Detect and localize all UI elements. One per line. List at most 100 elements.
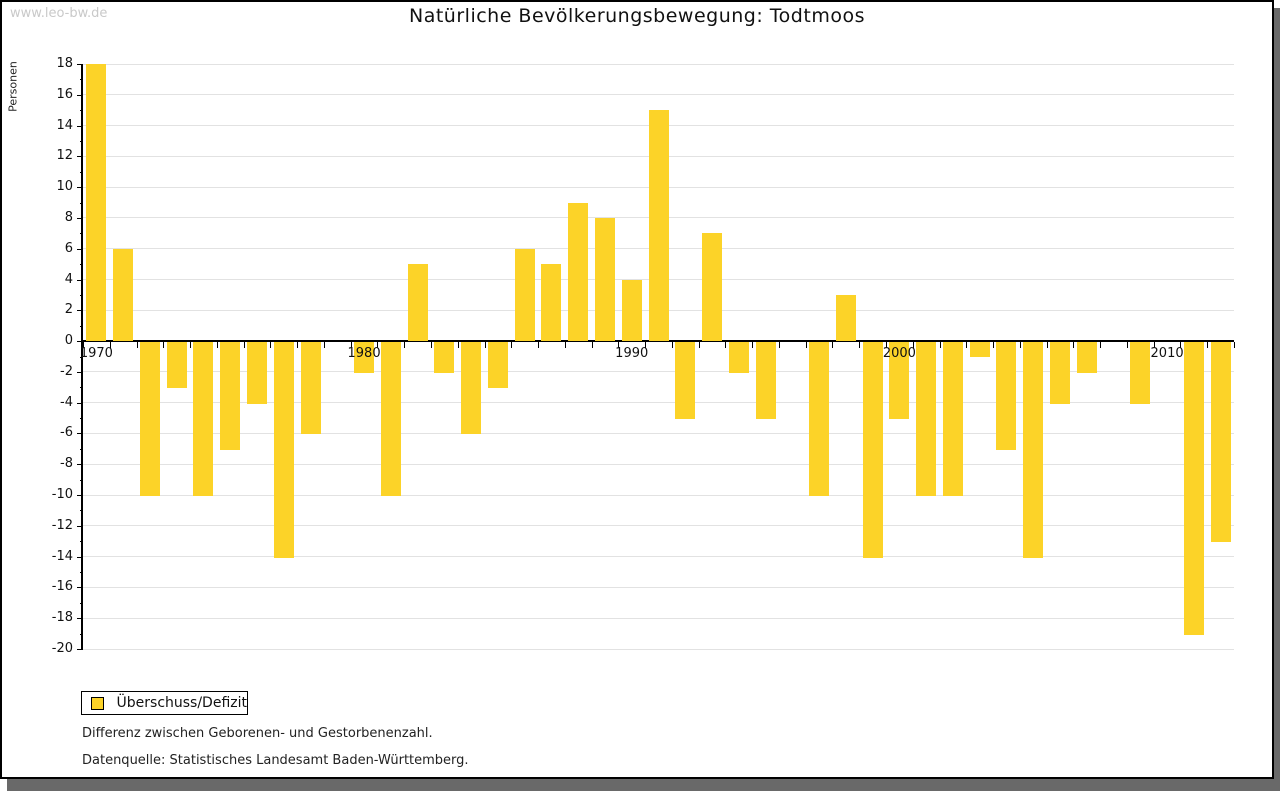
bar-1980[interactable] xyxy=(354,342,375,373)
y-tick-label-6: 6 xyxy=(64,240,73,256)
bar-2003[interactable] xyxy=(969,342,990,358)
bar-2004[interactable] xyxy=(996,342,1017,450)
bar-1982[interactable] xyxy=(407,264,428,342)
bar-2001[interactable] xyxy=(916,342,937,497)
y-major-tick-16 xyxy=(77,94,83,96)
x-tick-35 xyxy=(1019,342,1021,349)
bar-1995[interactable] xyxy=(755,342,776,420)
x-tick-14 xyxy=(457,342,459,349)
y-tick-label--4: -4 xyxy=(60,394,73,410)
y-tick-label--2: -2 xyxy=(60,363,73,379)
x-tick-18 xyxy=(564,342,566,349)
x-tick-11 xyxy=(377,342,379,349)
gridline-y--10 xyxy=(83,494,1234,496)
bar-1977[interactable] xyxy=(273,342,294,558)
x-tick-label-1970: 1970 xyxy=(79,346,113,362)
x-tick-33 xyxy=(966,342,968,349)
gridline-y--4 xyxy=(83,402,1234,404)
bar-2000[interactable] xyxy=(889,342,910,420)
bar-1990[interactable] xyxy=(621,279,642,342)
y-tick-label--10: -10 xyxy=(51,487,73,503)
bar-2012[interactable] xyxy=(1210,342,1231,543)
bar-1999[interactable] xyxy=(862,342,883,558)
x-tick-0 xyxy=(83,342,84,349)
x-tick-5 xyxy=(216,342,218,349)
y-major-tick--8 xyxy=(77,464,83,466)
bar-1985[interactable] xyxy=(487,342,508,389)
bar-1976[interactable] xyxy=(246,342,267,404)
bar-1991[interactable] xyxy=(648,110,669,342)
x-tick-9 xyxy=(323,342,325,349)
bar-1978[interactable] xyxy=(300,342,321,435)
bar-1971[interactable] xyxy=(113,248,134,342)
x-tick-30 xyxy=(886,342,888,349)
bar-2007[interactable] xyxy=(1076,342,1097,373)
legend: Überschuss/Defizit xyxy=(81,691,248,715)
bar-1973[interactable] xyxy=(166,342,187,389)
bar-2011[interactable] xyxy=(1183,342,1204,635)
plot-area: 18 16 14 12 10 8 6 4 2 0 -2 -4 -6 -8 -10 -12 -14 -16 -18 -2… xyxy=(2,2,1272,702)
gridline-y--20 xyxy=(83,648,1234,650)
x-tick-26 xyxy=(778,342,780,349)
bar-1989[interactable] xyxy=(594,217,615,342)
bar-1997[interactable] xyxy=(809,342,830,497)
bar-1986[interactable] xyxy=(514,248,535,342)
y-major-tick-18 xyxy=(77,64,83,65)
x-tick-label-2010: 2010 xyxy=(1150,346,1184,362)
y-tick-label--14: -14 xyxy=(51,548,73,564)
y-tick-label--20: -20 xyxy=(51,641,73,656)
x-tick-22 xyxy=(671,342,673,349)
x-tick-36 xyxy=(1046,342,1048,349)
y-major-tick-0 xyxy=(77,341,83,343)
y-tick-label-16: 16 xyxy=(56,86,73,102)
bar-1975[interactable] xyxy=(220,342,241,450)
x-tick-38 xyxy=(1100,342,1102,349)
bar-2002[interactable] xyxy=(942,342,963,497)
y-major-tick--2 xyxy=(77,371,83,373)
y-tick-label-2: 2 xyxy=(64,302,73,318)
y-tick-label--16: -16 xyxy=(51,579,73,595)
bar-1972[interactable] xyxy=(139,342,160,497)
bar-1970[interactable] xyxy=(86,64,107,342)
x-tick-31 xyxy=(912,342,914,349)
x-tick-4 xyxy=(190,342,192,349)
bar-1998[interactable] xyxy=(835,294,856,342)
bar-2005[interactable] xyxy=(1023,342,1044,558)
x-tick-21 xyxy=(645,342,647,349)
bar-1987[interactable] xyxy=(541,264,562,342)
y-tick-label-0: 0 xyxy=(64,333,73,349)
gridline-y--12 xyxy=(83,525,1234,527)
y-major-tick--18 xyxy=(77,618,83,620)
watermark-link[interactable]: www.leo-bw.de xyxy=(10,6,108,21)
bar-1994[interactable] xyxy=(728,342,749,373)
x-tick-28 xyxy=(832,342,834,349)
y-major-tick-8 xyxy=(77,217,83,219)
bar-1981[interactable] xyxy=(380,342,401,497)
y-major-tick--16 xyxy=(77,587,83,589)
y-major-tick--10 xyxy=(77,495,83,497)
bar-1974[interactable] xyxy=(193,342,214,497)
page-shadow-bottom xyxy=(7,779,1280,791)
gridline-y--6 xyxy=(83,432,1234,434)
y-major-tick-4 xyxy=(77,279,83,281)
x-tick-label-2000: 2000 xyxy=(882,346,916,362)
x-axis-zero-line xyxy=(81,340,1234,343)
y-major-tick-6 xyxy=(77,248,83,250)
x-tick-10 xyxy=(350,342,352,349)
x-tick-3 xyxy=(163,342,165,349)
bar-1988[interactable] xyxy=(568,202,589,342)
bar-2006[interactable] xyxy=(1050,342,1070,404)
gridline-y--8 xyxy=(83,463,1234,465)
x-tick-20 xyxy=(618,342,620,349)
y-major-tick--14 xyxy=(77,556,83,558)
y-tick-label-14: 14 xyxy=(56,117,73,133)
bar-1983[interactable] xyxy=(434,342,455,373)
x-tick-1 xyxy=(109,342,111,349)
bar-1992[interactable] xyxy=(675,342,696,420)
x-tick-37 xyxy=(1073,342,1075,349)
y-tick-label-8: 8 xyxy=(64,209,73,225)
bar-1993[interactable] xyxy=(702,233,723,342)
bar-1984[interactable] xyxy=(461,342,482,435)
bar-2009[interactable] xyxy=(1130,342,1151,404)
